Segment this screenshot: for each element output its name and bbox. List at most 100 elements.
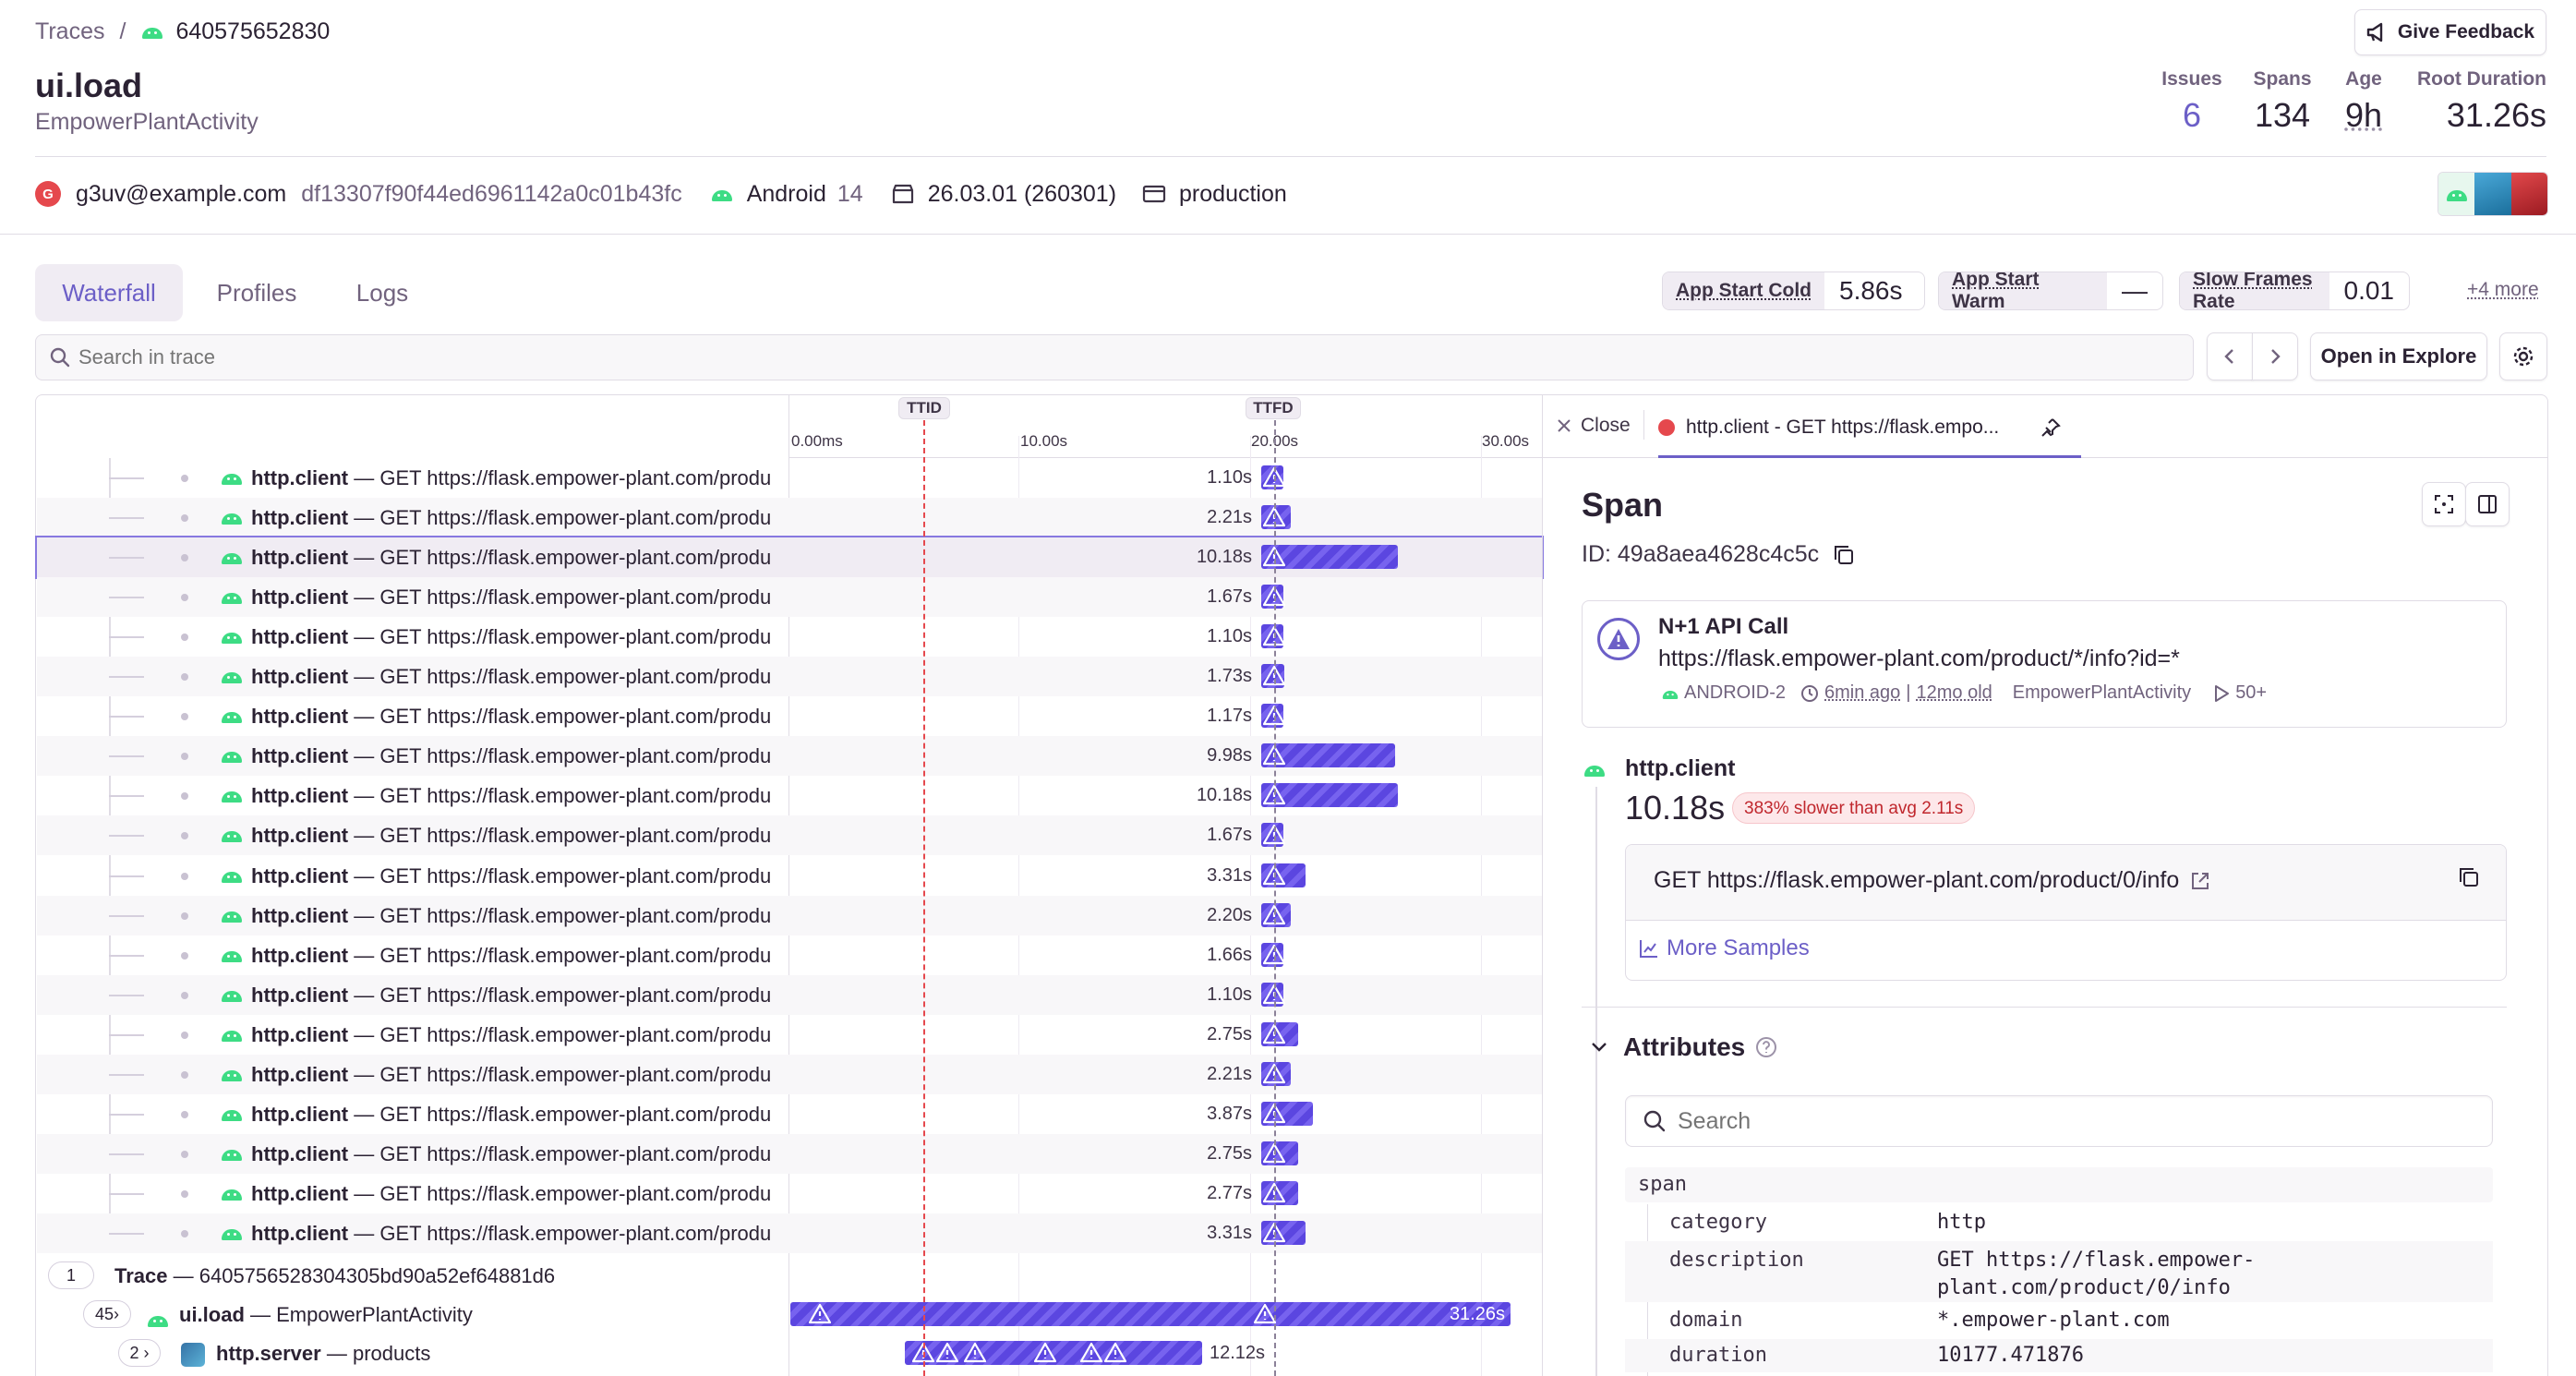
open-in-explore-button[interactable]: Open in Explore <box>2310 332 2487 380</box>
tab-logs[interactable]: Logs <box>355 278 409 307</box>
span-row[interactable]: http.client — GET https://flask.empower-… <box>37 815 1542 856</box>
metric-app-start-cold[interactable]: App Start Cold 5.86s <box>1662 272 1925 310</box>
settings-button[interactable] <box>2499 332 2547 380</box>
android-icon <box>140 24 164 39</box>
span-duration-label: 3.87s <box>1207 1103 1252 1124</box>
span-name-cell[interactable]: http.client — GET https://flask.empower-… <box>37 935 788 975</box>
issue-meta: ANDROID-2 6min ago | 12mo old EmpowerPla… <box>1658 682 2267 704</box>
tab-waterfall[interactable]: Waterfall <box>35 264 183 321</box>
metric-slow-frames-rate[interactable]: Slow Frames Rate 0.01 <box>2179 272 2410 310</box>
give-feedback-button[interactable]: Give Feedback <box>2354 9 2546 55</box>
help-icon[interactable] <box>1754 1035 1778 1059</box>
warning-icon[interactable] <box>1080 1342 1102 1364</box>
warning-icon[interactable] <box>1034 1342 1056 1364</box>
span-name-cell[interactable]: http.client — GET https://flask.empower-… <box>37 498 788 537</box>
span-row[interactable]: http.client — GET https://flask.empower-… <box>37 1054 1542 1094</box>
span-row[interactable]: http.client — GET https://flask.empower-… <box>37 935 1542 975</box>
span-row[interactable]: http.client — GET https://flask.empower-… <box>37 458 1542 498</box>
user-email[interactable]: g3uv@example.com <box>76 180 287 207</box>
span-row[interactable]: http.client — GET https://flask.empower-… <box>37 856 1542 896</box>
metric-app-start-warm[interactable]: App Start Warm — <box>1938 272 2163 310</box>
breadcrumb-traces-link[interactable]: Traces <box>35 18 105 44</box>
tab-profiles[interactable]: Profiles <box>216 278 297 307</box>
copy-icon[interactable] <box>2457 865 2481 889</box>
span-name-cell[interactable]: http.client — GET https://flask.empower-… <box>37 776 788 815</box>
span-name-cell[interactable]: http.client — GET https://flask.empower-… <box>37 1055 788 1094</box>
span-row[interactable]: http.client — GET https://flask.empower-… <box>37 1094 1542 1134</box>
external-link-icon[interactable] <box>2190 871 2210 891</box>
pin-icon[interactable] <box>2040 417 2061 438</box>
trace-search-box[interactable] <box>35 334 2194 380</box>
span-row[interactable]: http.client — GET https://flask.empower-… <box>35 536 1544 580</box>
focus-button[interactable] <box>2422 482 2466 526</box>
tree-connector <box>109 517 144 520</box>
span-name-cell[interactable]: http.client — GET https://flask.empower-… <box>37 696 788 736</box>
span-row[interactable]: http.client — GET https://flask.empower-… <box>37 1174 1542 1213</box>
tree-node-dot <box>181 792 188 801</box>
issue-title[interactable]: N+1 API Call <box>1658 614 1789 639</box>
span-row[interactable]: http.client — GET https://flask.empower-… <box>37 1213 1542 1253</box>
python-icon <box>181 1343 205 1367</box>
span-row[interactable]: http.client — GET https://flask.empower-… <box>37 895 1542 935</box>
span-name-cell[interactable]: http.client — GET https://flask.empower-… <box>37 1174 788 1213</box>
trace-count-badge[interactable]: 1 <box>48 1261 94 1289</box>
root-span-row[interactable]: 45› ui.load — EmpowerPlantActivity 31.26… <box>37 1295 1542 1334</box>
more-metrics-link[interactable]: +4 more <box>2467 279 2539 300</box>
span-name-cell[interactable]: http.client — GET https://flask.empower-… <box>37 458 788 498</box>
next-result-button[interactable] <box>2252 332 2298 380</box>
span-row[interactable]: http.client — GET https://flask.empower-… <box>37 974 1542 1015</box>
span-row[interactable]: http.client — GET https://flask.empower-… <box>37 696 1542 736</box>
span-name-cell[interactable]: http.client — GET https://flask.empower-… <box>37 736 788 776</box>
tab-span-detail[interactable]: http.client - GET https://flask.empo... <box>1658 399 2081 458</box>
span-name-cell[interactable]: http.client — GET https://flask.empower-… <box>37 1134 788 1174</box>
copy-icon[interactable] <box>1832 543 1856 567</box>
stat-spans: Spans 134 <box>2253 68 2312 134</box>
stat-issues[interactable]: Issues 6 <box>2161 68 2222 134</box>
span-row[interactable]: http.client — GET https://flask.empower-… <box>37 1015 1542 1055</box>
close-panel-button[interactable]: Close <box>1557 410 1631 441</box>
span-row[interactable]: http.client — GET https://flask.empower-… <box>37 498 1542 538</box>
span-row[interactable]: http.client — GET https://flask.empower-… <box>37 736 1542 777</box>
span-name-cell[interactable]: http.client — GET https://flask.empower-… <box>37 975 788 1015</box>
span-row[interactable]: http.client — GET https://flask.empower-… <box>37 657 1542 697</box>
trace-row[interactable]: 1 Trace — 6405756528304305bd90a52ef64881… <box>37 1256 788 1296</box>
android-icon <box>220 827 244 843</box>
tree-connector <box>109 755 144 758</box>
span-name-cell[interactable]: http.client — GET https://flask.empower-… <box>37 657 788 696</box>
child-count-badge[interactable]: 45› <box>83 1300 131 1328</box>
warning-icon[interactable] <box>936 1342 958 1364</box>
release-version[interactable]: 26.03.01 (260301) <box>927 180 1117 207</box>
span-row[interactable]: http.client — GET https://flask.empower-… <box>37 776 1542 815</box>
attributes-header[interactable]: Attributes <box>1590 1032 1778 1062</box>
warning-icon[interactable] <box>964 1342 986 1364</box>
span-row[interactable]: http.client — GET https://flask.empower-… <box>37 1133 1542 1174</box>
span-name-cell[interactable]: http.client — GET https://flask.empower-… <box>37 1213 788 1253</box>
span-name-cell[interactable]: http.client — GET https://flask.empower-… <box>37 896 788 935</box>
root-span-bar[interactable] <box>790 1302 1511 1326</box>
span-name-cell[interactable]: http.client — GET https://flask.empower-… <box>37 856 788 896</box>
attributes-search-input[interactable] <box>1678 1107 2472 1135</box>
prev-result-button[interactable] <box>2207 332 2253 380</box>
more-samples-link[interactable]: More Samples <box>1639 935 1810 961</box>
tree-node-dot <box>181 1189 188 1198</box>
span-name-cell[interactable]: http.client — GET https://flask.empower-… <box>37 617 788 657</box>
tree-node-dot <box>181 1229 188 1237</box>
warning-icon[interactable] <box>809 1303 831 1325</box>
span-name-cell[interactable]: http.client — GET https://flask.empower-… <box>37 1015 788 1055</box>
attributes-search-box[interactable] <box>1625 1095 2493 1147</box>
dock-panel-button[interactable] <box>2465 482 2510 526</box>
issue-card[interactable]: N+1 API Call https://flask.empower-plant… <box>1582 600 2507 728</box>
span-name-cell[interactable]: http.client — GET https://flask.empower-… <box>37 1094 788 1134</box>
http-server-row[interactable]: 2 › http.server — products 12.12s <box>37 1334 1542 1373</box>
trace-search-input[interactable] <box>78 345 2110 369</box>
span-name-cell[interactable]: http.client — GET https://flask.empower-… <box>37 815 788 855</box>
span-name-cell[interactable]: http.client — GET https://flask.empower-… <box>37 537 788 577</box>
warning-icon[interactable] <box>1104 1342 1126 1364</box>
child-count-badge[interactable]: 2 › <box>118 1339 161 1367</box>
span-duration-label: 2.21s <box>1207 1063 1252 1084</box>
request-line[interactable]: GET https://flask.empower-plant.com/prod… <box>1654 867 2210 894</box>
span-row[interactable]: http.client — GET https://flask.empower-… <box>37 577 1542 618</box>
warning-icon[interactable] <box>1254 1303 1276 1325</box>
span-name-cell[interactable]: http.client — GET https://flask.empower-… <box>37 577 788 617</box>
span-row[interactable]: http.client — GET https://flask.empower-… <box>37 617 1542 657</box>
